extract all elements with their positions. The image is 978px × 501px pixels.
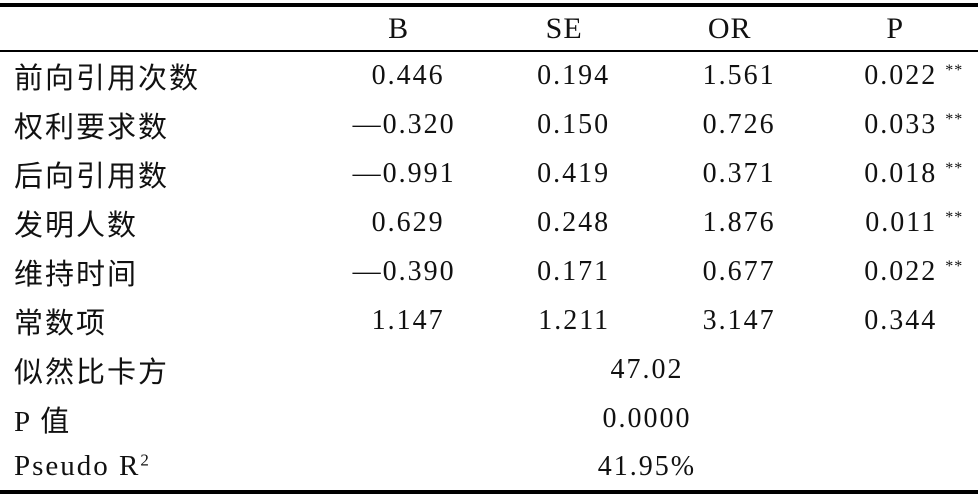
row-label: 常数项 [14, 307, 108, 340]
summary-row: 似然比卡方 47.02 [0, 345, 978, 394]
se-value: 1.211 [538, 304, 611, 336]
p-value: 0.344 [864, 304, 938, 336]
row-label: 权利要求数 [14, 111, 170, 144]
summary-label: Pseudo R [14, 450, 141, 482]
row-label: 发明人数 [14, 209, 139, 242]
b-value: —0.390 [352, 255, 456, 287]
label-superscript: 2 [140, 450, 149, 470]
summary-row: Pseudo R2 41.95% [0, 443, 978, 492]
or-value: 1.561 [702, 60, 776, 91]
table-row: 后向引用数 —0.991 0.419 0.371 0.018 ** [0, 149, 978, 198]
p-value: 0.033 [864, 108, 938, 140]
summary-row: P 值 0.0000 [0, 394, 978, 443]
row-label: 后向引用数 [14, 160, 170, 193]
or-value: 0.371 [702, 157, 776, 189]
row-label: 维持时间 [14, 258, 139, 291]
b-value: —0.320 [352, 108, 456, 140]
table-row: 发明人数 0.629 0.248 1.876 0.011 ** [0, 198, 978, 247]
regression-table: B SE OR P 前向引用次数 0.446 0.194 1.561 0.022… [0, 3, 978, 494]
header-col-p: P [812, 5, 978, 52]
table-row: 前向引用次数 0.446 0.194 1.561 0.022 ** [0, 51, 978, 100]
table-row: 权利要求数 —0.320 0.150 0.726 0.033 ** [0, 100, 978, 149]
se-value: 0.419 [537, 157, 611, 189]
se-value: 0.171 [537, 255, 611, 287]
row-label: 前向引用次数 [14, 63, 201, 95]
se-value: 0.194 [537, 60, 611, 91]
summary-label: P 值 [14, 405, 72, 438]
or-value: 0.726 [702, 108, 776, 140]
p-value: 0.022 [864, 60, 938, 91]
b-value: 1.147 [371, 304, 445, 336]
header-col-b: B [315, 5, 482, 52]
b-value: 0.629 [371, 206, 445, 238]
table-row: 常数项 1.147 1.211 3.147 0.344 [0, 296, 978, 345]
or-value: 3.147 [702, 304, 776, 336]
or-value: 1.876 [702, 206, 776, 238]
summary-label: 似然比卡方 [14, 356, 170, 389]
summary-value: 0.0000 [602, 402, 692, 434]
p-value: 0.022 [864, 255, 938, 287]
se-value: 0.150 [537, 108, 611, 140]
or-value: 0.677 [702, 255, 776, 287]
header-col-se: SE [481, 5, 647, 52]
se-value: 0.248 [537, 206, 611, 238]
header-row: B SE OR P [0, 5, 978, 52]
header-col-or: OR [646, 5, 813, 52]
p-value: 0.018 [864, 157, 938, 189]
header-stub [0, 5, 316, 52]
b-value: —0.991 [352, 157, 456, 189]
table-row: 维持时间 —0.390 0.171 0.677 0.022 ** [0, 247, 978, 296]
b-value: 0.446 [371, 60, 445, 91]
p-value: 0.011 [865, 206, 938, 238]
summary-value: 41.95% [597, 450, 697, 482]
summary-value: 47.02 [610, 353, 684, 385]
